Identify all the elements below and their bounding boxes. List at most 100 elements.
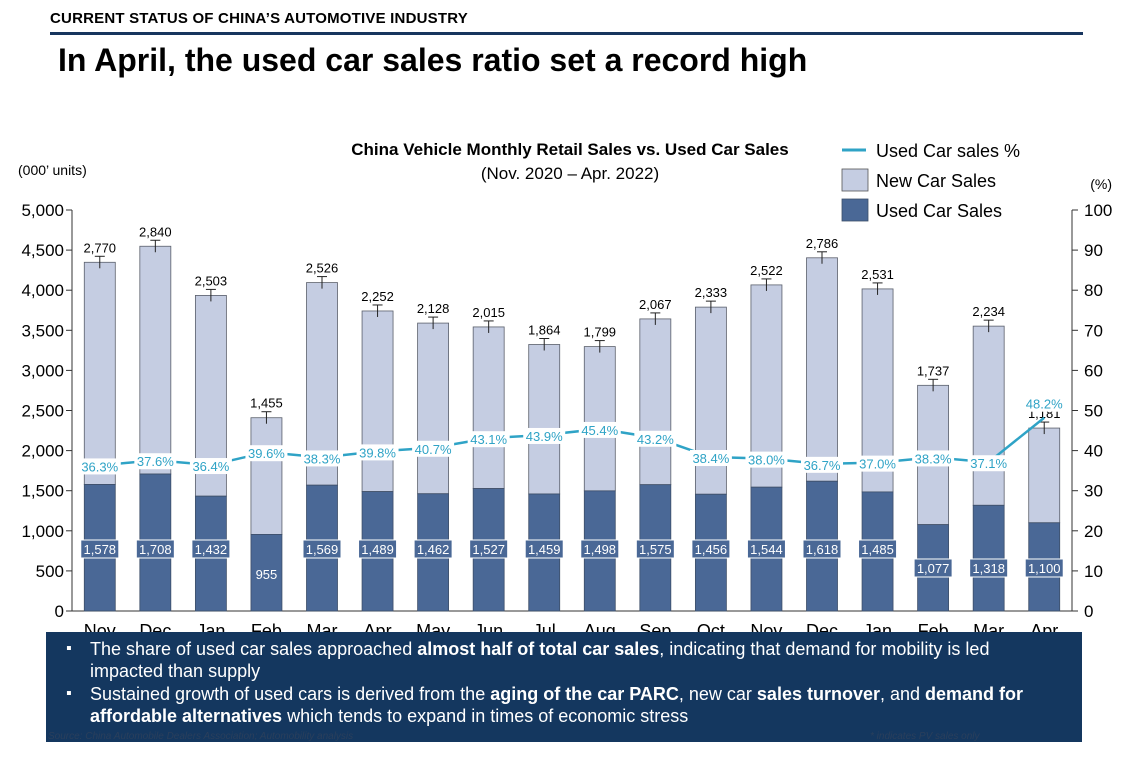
share-value-label: 45.4% — [581, 423, 618, 438]
share-value-label: 38.3% — [304, 451, 341, 466]
new-car-bar — [1028, 427, 1061, 524]
insights-box: The share of used car sales approached a… — [46, 632, 1082, 742]
used-car-label-box — [691, 539, 731, 559]
new-car-value-label: 2,015 — [472, 305, 505, 320]
share-label-bg — [78, 458, 121, 475]
share-label-bg — [578, 421, 621, 438]
legend-label: Used Car sales % — [876, 141, 1020, 161]
new-car-bar — [528, 344, 561, 495]
share-value-label: 40.7% — [415, 442, 452, 457]
new-car-value-label: 1,799 — [584, 325, 617, 340]
share-value-label: 39.6% — [248, 446, 285, 461]
used-car-label-box — [580, 539, 620, 559]
share-value-label: 38.3% — [915, 451, 952, 466]
new-car-value-label: 2,526 — [306, 261, 339, 276]
share-label-bg — [856, 455, 899, 472]
share-label-bg — [523, 427, 566, 444]
new-car-value-label: 1,864 — [528, 322, 561, 337]
used-car-label-box — [858, 539, 898, 559]
share-label-bg — [467, 431, 510, 448]
share-label-bg — [134, 453, 177, 470]
used-car-value-label: 1,456 — [695, 542, 728, 557]
share-value-label: 36.4% — [192, 459, 229, 474]
used-car-value-label: 1,077 — [917, 561, 950, 576]
used-car-value-label: 1,489 — [361, 542, 394, 557]
used-share-line — [99, 416, 1046, 467]
new-car-value-label: 2,234 — [972, 304, 1005, 319]
used-car-bar — [972, 504, 1005, 612]
share-label-bg — [912, 450, 955, 467]
y-tick-label-left: 500 — [36, 562, 64, 581]
share-label-bg — [801, 456, 843, 473]
new-car-bar — [417, 322, 450, 495]
used-car-label-box — [1024, 558, 1064, 578]
share-label-bg — [412, 440, 455, 457]
y-tick-label-right: 80 — [1084, 281, 1103, 300]
y-tick-label-left: 4,000 — [21, 281, 64, 300]
share-label-bg — [245, 445, 288, 462]
page-title: In April, the used car sales ratio set a… — [58, 42, 808, 78]
used-car-label-box — [524, 539, 564, 559]
y-tick-label-left: 1,500 — [21, 482, 64, 501]
share-value-label: 43.2% — [637, 432, 674, 447]
source-note: Source: China Automobile Dealers Associa… — [48, 731, 354, 742]
used-car-label-box — [802, 539, 842, 559]
new-car-value-label: 2,333 — [695, 285, 728, 300]
used-car-label-box — [358, 539, 398, 559]
y-tick-label-left: 5,000 — [21, 201, 64, 220]
used-car-label-box — [302, 539, 342, 559]
used-car-label-box — [80, 539, 120, 559]
new-car-value-label: 2,786 — [806, 236, 839, 251]
used-car-value-label: 1,527 — [472, 542, 505, 557]
share-value-label: 39.8% — [359, 445, 396, 460]
share-value-label: 37.1% — [970, 456, 1007, 471]
used-car-value-label: 1,618 — [806, 542, 839, 557]
y-axis-unit-left: (000’ units) — [18, 162, 87, 178]
legend-swatch-used — [841, 198, 869, 222]
y-tick-label-right: 10 — [1084, 562, 1103, 581]
share-label-bg — [967, 455, 1010, 472]
used-car-label-box — [969, 558, 1009, 578]
y-tick-label-left: 4,500 — [21, 241, 64, 260]
y-tick-label-right: 30 — [1084, 482, 1103, 501]
used-car-label-box — [413, 539, 453, 559]
new-car-bar — [806, 257, 838, 482]
used-car-value-label: 1,498 — [584, 542, 617, 557]
used-car-label-box — [746, 539, 786, 559]
legend-swatch-new — [841, 168, 869, 192]
y-tick-label-right: 90 — [1084, 241, 1103, 260]
insight-bullet-2: Sustained growth of used cars is derived… — [66, 683, 1062, 727]
y-tick-label-right: 60 — [1084, 361, 1103, 380]
new-car-value-label: 1,455 — [250, 396, 283, 411]
y-tick-label-left: 1,000 — [21, 522, 64, 541]
new-car-value-label: 2,252 — [361, 289, 394, 304]
y-tick-label-left: 0 — [55, 602, 64, 621]
y-tick-label-left: 3,000 — [21, 361, 64, 380]
y-tick-label-right: 70 — [1084, 321, 1103, 340]
used-car-value-label: 1,575 — [639, 542, 672, 557]
new-car-value-label: 2,503 — [195, 273, 228, 288]
used-car-value-label: 1,459 — [528, 542, 561, 557]
used-car-value-label: 1,485 — [861, 542, 894, 557]
top-rule — [50, 32, 1083, 35]
new-car-value-label: 2,522 — [750, 263, 783, 278]
share-label-bg — [189, 458, 232, 475]
y-tick-label-left: 2,500 — [21, 402, 64, 421]
used-car-label-box — [135, 539, 175, 559]
y-axis-unit-right: (%) — [1090, 176, 1112, 192]
y-tick-label-left: 3,500 — [21, 321, 64, 340]
used-car-label-box — [635, 539, 675, 559]
used-car-value-label: 1,708 — [139, 542, 172, 557]
new-car-bar — [639, 318, 672, 486]
legend-label: New Car Sales — [876, 171, 996, 191]
y-tick-label-right: 50 — [1084, 402, 1103, 421]
new-car-bar — [250, 417, 283, 535]
new-car-bar — [972, 325, 1005, 506]
new-car-value-label: 2,128 — [417, 301, 450, 316]
new-car-bar — [583, 346, 616, 492]
new-car-value-label: 1,737 — [917, 363, 950, 378]
used-car-value-label: 1,544 — [750, 542, 783, 557]
used-car-label-box — [469, 539, 509, 559]
new-car-value-label: 2,531 — [861, 267, 894, 282]
new-car-value-label: 2,770 — [84, 240, 117, 255]
